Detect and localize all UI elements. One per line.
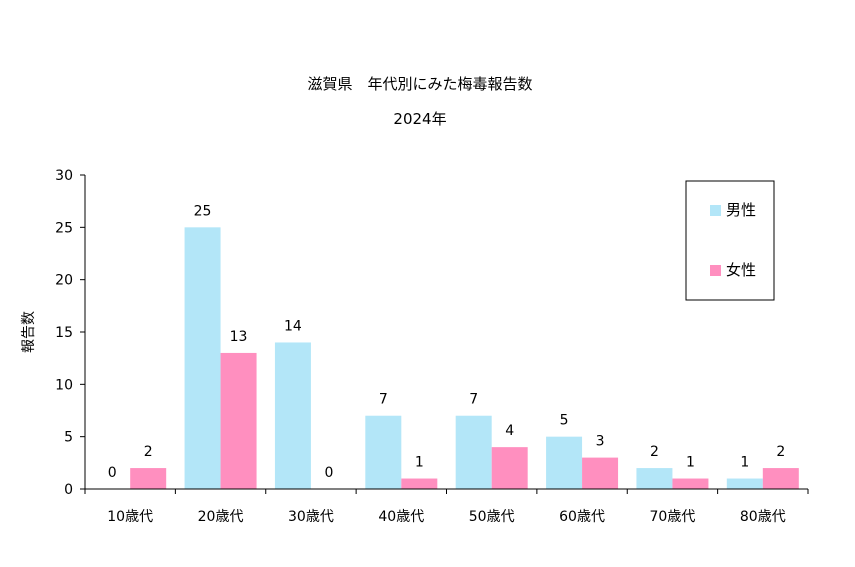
data-label-0-3: 7 bbox=[379, 392, 388, 408]
data-label-1-4: 4 bbox=[505, 423, 514, 439]
legend-swatch-male bbox=[710, 205, 721, 216]
data-label-1-6: 1 bbox=[686, 455, 695, 471]
data-label-0-5: 5 bbox=[560, 413, 569, 429]
bar-1-6 bbox=[672, 478, 709, 489]
bar-1-7 bbox=[762, 468, 799, 489]
legend-swatch-female bbox=[710, 265, 721, 276]
chart-subtitle: 2024年 bbox=[393, 110, 446, 128]
data-label-0-1: 25 bbox=[194, 203, 212, 219]
x-tick-label-3: 40歳代 bbox=[378, 509, 424, 525]
bar-0-4 bbox=[455, 415, 492, 489]
bar-1-0 bbox=[130, 468, 167, 489]
y-tick-label-0: 0 bbox=[64, 482, 73, 498]
y-axis-label: 報告数 bbox=[21, 311, 37, 353]
legend-label-female: 女性 bbox=[726, 261, 756, 279]
bar-0-6 bbox=[636, 468, 673, 489]
y-tick-label-1: 5 bbox=[64, 430, 73, 446]
data-label-1-0: 2 bbox=[144, 444, 153, 460]
data-label-0-7: 1 bbox=[740, 455, 749, 471]
bar-1-3 bbox=[401, 478, 438, 489]
legend-box bbox=[685, 180, 775, 301]
bar-0-1 bbox=[184, 227, 221, 490]
y-tick-label-2: 10 bbox=[55, 377, 73, 393]
bar-1-1 bbox=[220, 352, 257, 489]
legend-label-male: 男性 bbox=[726, 201, 756, 219]
x-tick-label-7: 80歳代 bbox=[740, 509, 786, 525]
x-tick-label-2: 30歳代 bbox=[288, 509, 334, 525]
x-tick-label-1: 20歳代 bbox=[198, 509, 244, 525]
y-tick-label-3: 15 bbox=[55, 325, 73, 341]
bar-1-4 bbox=[491, 447, 528, 489]
bar-0-7 bbox=[726, 478, 763, 489]
data-label-1-2: 0 bbox=[324, 465, 333, 481]
bars-group bbox=[130, 227, 799, 490]
chart-title: 滋賀県 年代別にみた梅毒報告数 bbox=[307, 75, 532, 93]
x-tick-label-5: 60歳代 bbox=[559, 509, 605, 525]
y-tick-label-6: 30 bbox=[55, 168, 73, 184]
x-tick-label-4: 50歳代 bbox=[469, 509, 515, 525]
x-tick-label-6: 70歳代 bbox=[650, 509, 696, 525]
data-label-0-2: 14 bbox=[284, 318, 302, 334]
data-label-1-5: 3 bbox=[596, 434, 605, 450]
y-tick-label-5: 25 bbox=[55, 220, 73, 236]
x-tick-label-0: 10歳代 bbox=[107, 509, 153, 525]
data-label-1-7: 2 bbox=[776, 444, 785, 460]
y-tick-label-4: 20 bbox=[55, 273, 73, 289]
data-label-0-6: 2 bbox=[650, 444, 659, 460]
bar-0-5 bbox=[546, 436, 583, 489]
data-label-0-0: 0 bbox=[108, 465, 117, 481]
bar-1-5 bbox=[582, 457, 619, 489]
bar-0-3 bbox=[365, 415, 402, 489]
data-label-1-1: 13 bbox=[230, 329, 248, 345]
data-label-1-3: 1 bbox=[415, 455, 424, 471]
legend: 男性 女性 bbox=[685, 180, 775, 301]
data-label-0-4: 7 bbox=[469, 392, 478, 408]
bar-0-2 bbox=[274, 342, 311, 489]
